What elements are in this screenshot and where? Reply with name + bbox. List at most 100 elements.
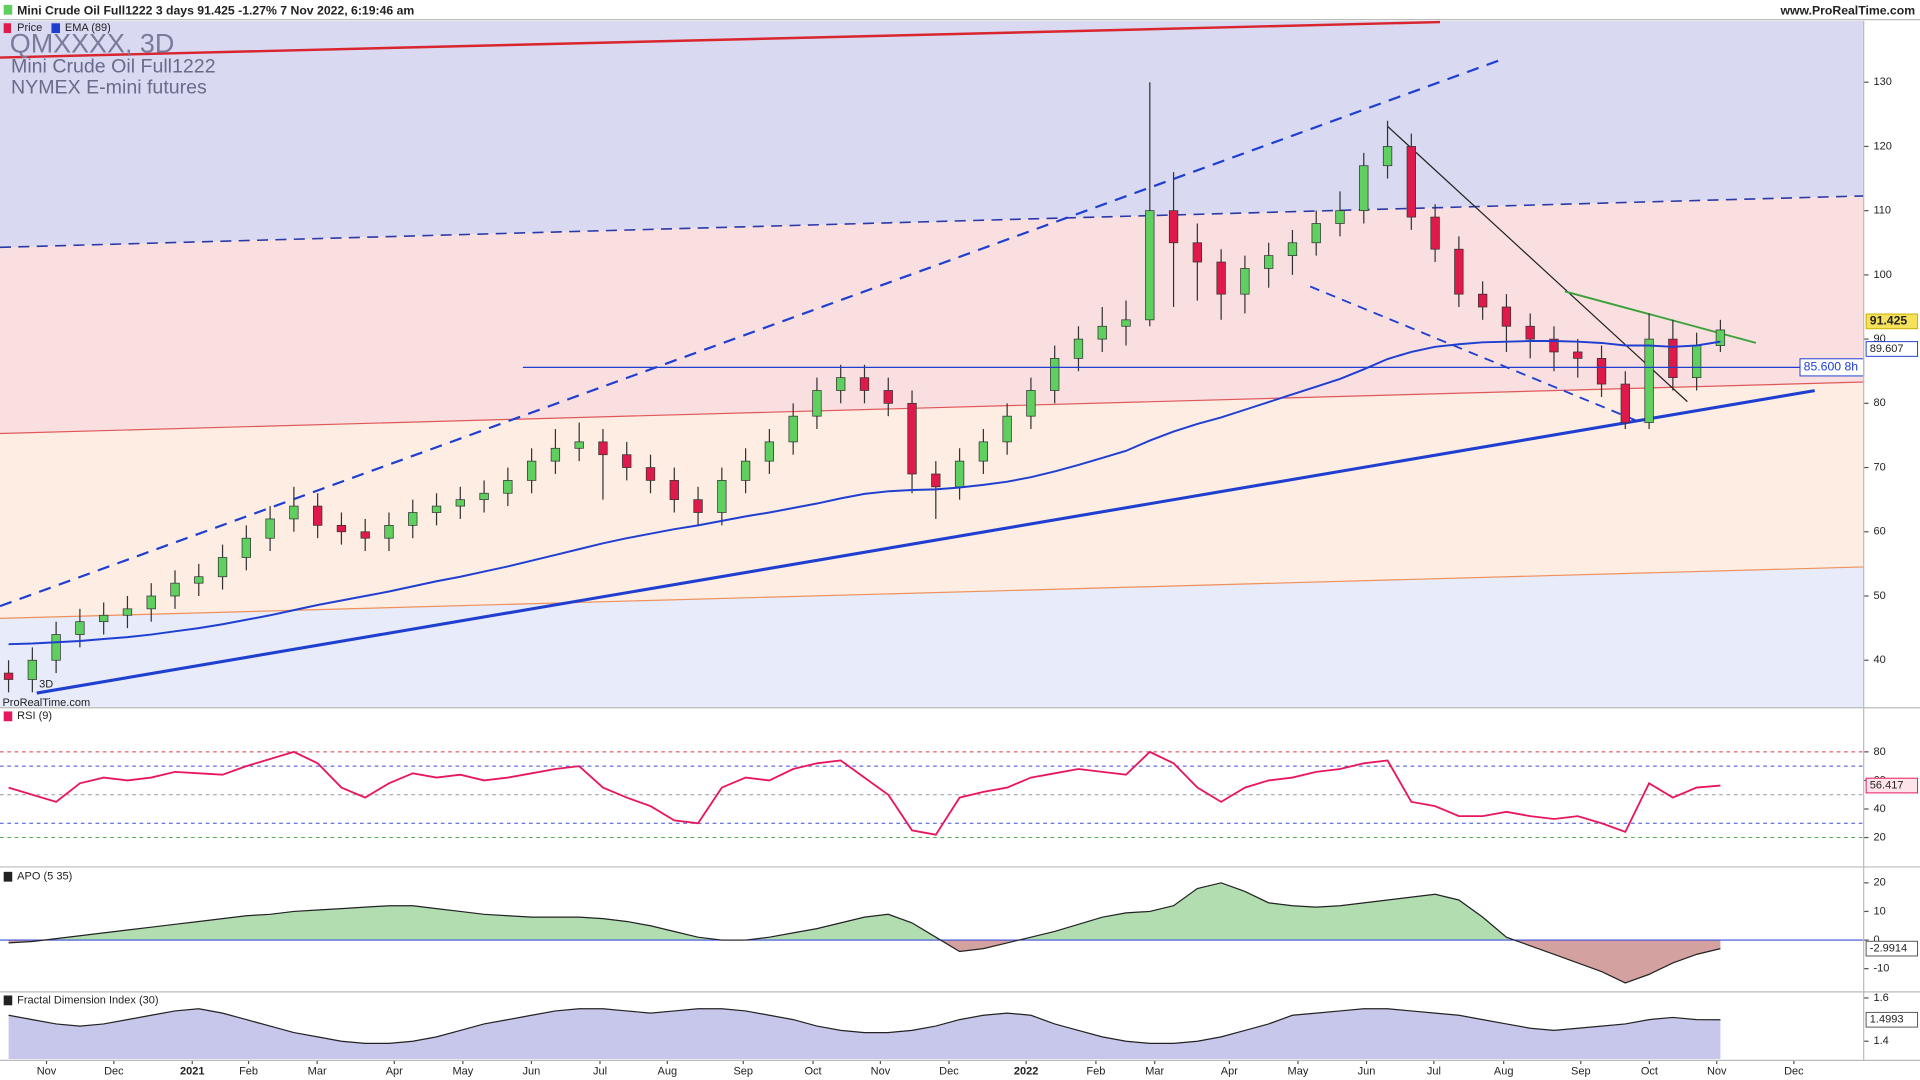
y-tick-label: 1.6: [1873, 992, 1888, 1004]
candle-body: [1145, 210, 1155, 321]
candle-body: [241, 537, 251, 558]
y-tick-label: 110: [1873, 205, 1891, 217]
x-tick-label: Sep: [733, 1065, 753, 1077]
legend-swatch: [3, 23, 12, 34]
candle-body: [3, 672, 14, 680]
x-tick-label: Dec: [939, 1065, 959, 1077]
candle-body: [170, 582, 180, 597]
candle-body: [1311, 223, 1321, 244]
candle-body: [1715, 329, 1726, 346]
zone: [0, 20, 1864, 248]
legend-label: Price: [17, 22, 42, 34]
candle-body: [1335, 210, 1345, 224]
candle-body: [479, 492, 489, 501]
candle-body: [1691, 345, 1702, 379]
legend-label: EMA (89): [65, 22, 111, 34]
candle-body: [526, 460, 537, 481]
candle-body: [122, 608, 133, 616]
last-rsi: 56.417: [1870, 779, 1904, 791]
y-tick-label: 40: [1873, 654, 1885, 666]
candle-body: [1644, 338, 1654, 423]
candle-body: [907, 402, 917, 475]
candle-body: [1216, 261, 1226, 295]
candle-body: [1573, 351, 1583, 359]
x-tick-label: Jun: [1358, 1065, 1376, 1077]
trendline: [1386, 125, 1688, 403]
x-tick-label: Nov: [37, 1065, 57, 1077]
candle-body: [1050, 358, 1060, 391]
x-tick-label: Jul: [593, 1065, 607, 1077]
trendline: [0, 20, 1441, 59]
candle-body: [99, 614, 109, 623]
x-tick-label: Aug: [658, 1065, 678, 1077]
candle-body: [1026, 390, 1036, 417]
y-tick-label: 60: [1873, 526, 1885, 538]
candle-body: [740, 460, 751, 481]
candle-body: [1264, 255, 1274, 269]
y-tick-label: -10: [1873, 963, 1889, 975]
last-ema-box: [1865, 341, 1919, 357]
candle-body: [931, 473, 941, 488]
candle-body: [812, 390, 822, 417]
x-tick-label: Dec: [104, 1065, 124, 1077]
trendline: [36, 389, 1815, 695]
y-tick-label: 0: [1873, 934, 1879, 946]
zone: [0, 566, 1864, 708]
interval-label: 3D: [39, 678, 53, 690]
candle-body: [1596, 358, 1607, 385]
candle-body: [336, 524, 347, 533]
candle-body: [550, 447, 561, 462]
y-tick-label: 20: [1873, 877, 1885, 889]
trendlines: [0, 20, 1864, 695]
candle-body: [836, 377, 846, 391]
candle-body: [265, 518, 275, 539]
header-icon: [3, 4, 13, 15]
y-tick-label: 80: [1873, 746, 1885, 758]
y-tick-label: 20: [1873, 831, 1885, 843]
x-tick-label: Jun: [523, 1065, 541, 1077]
candle-body: [408, 512, 418, 526]
candle-body: [1121, 319, 1131, 327]
x-tick-label: Nov: [871, 1065, 891, 1077]
candle-body: [978, 441, 989, 462]
x-tick-label: Apr: [1221, 1065, 1238, 1077]
trendline: [1309, 285, 1642, 424]
candle-body: [503, 480, 513, 494]
candle-body: [717, 480, 727, 513]
y-tick-label: 40: [1873, 803, 1885, 815]
y-tick-label: 10: [1873, 905, 1885, 917]
candle-body: [645, 467, 656, 481]
legend-swatch: [51, 23, 60, 34]
trendline: [0, 566, 1864, 619]
last-price-box: [1865, 313, 1919, 330]
header-bar: [0, 0, 1920, 20]
instrument-title: QMXXXX, 3D: [10, 28, 175, 58]
last-rsi-box: [1865, 777, 1919, 794]
candle-body: [455, 499, 465, 507]
candle-body: [1002, 415, 1012, 443]
candle-body: [1192, 242, 1202, 263]
x-tick-label: May: [1288, 1065, 1309, 1077]
ema-line: [8, 340, 1721, 646]
candle-body: [1549, 338, 1559, 353]
candle-body: [669, 480, 679, 501]
header-title: Mini Crude Oil Full1222 3 days 91.425 -1…: [17, 3, 414, 17]
candle-body: [75, 621, 85, 635]
candle-body: [1406, 146, 1416, 218]
candle-body: [1359, 165, 1369, 212]
last-value-box: [1865, 1011, 1919, 1028]
candle-body: [146, 595, 156, 610]
candle-body: [51, 634, 61, 661]
last-ema: 89.607: [1870, 343, 1904, 355]
candle-body: [1168, 210, 1179, 244]
y-tick-label: 1.4: [1873, 1035, 1888, 1047]
zones: [0, 20, 1864, 1078]
trendline: [0, 195, 1864, 249]
header-site: www.ProRealTime.com: [1779, 3, 1915, 17]
candle-body: [622, 454, 632, 468]
candle-body: [788, 415, 798, 443]
y-tick-label: 50: [1873, 590, 1885, 602]
y-tick-label: 130: [1873, 76, 1891, 88]
x-tick-label: Feb: [1086, 1065, 1105, 1077]
